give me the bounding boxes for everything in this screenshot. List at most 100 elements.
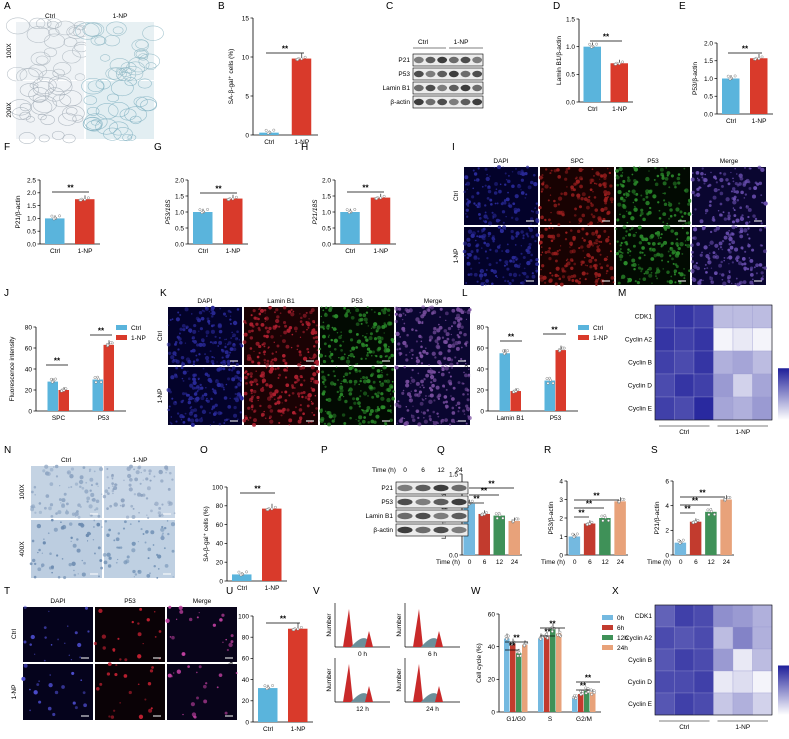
- data-point: [498, 513, 502, 517]
- cell: [362, 379, 368, 384]
- cell: [42, 541, 46, 545]
- cell: [726, 276, 730, 280]
- cell: [518, 274, 521, 277]
- cell: [92, 539, 95, 541]
- cell: [593, 174, 595, 177]
- cell: [320, 306, 323, 309]
- cell: [184, 342, 187, 344]
- band: [437, 98, 448, 106]
- cell: [145, 477, 149, 481]
- cell: [139, 607, 143, 611]
- cell: [683, 167, 686, 170]
- cell: [366, 347, 371, 351]
- cell: [462, 393, 465, 396]
- cell: [741, 214, 744, 217]
- cell: [278, 395, 283, 399]
- row-label: 100X: [19, 484, 26, 500]
- panel-letter-S: S: [651, 445, 658, 456]
- cell: [723, 257, 726, 259]
- cell: [107, 487, 110, 489]
- s-phase: [351, 693, 369, 702]
- cell: [495, 188, 498, 191]
- cell: [489, 198, 493, 202]
- cell: [421, 357, 423, 359]
- cell: [184, 392, 188, 395]
- cell: [360, 377, 362, 380]
- cell: [622, 198, 626, 203]
- cell: [210, 324, 214, 328]
- cell: [401, 326, 406, 331]
- x-tick-label: 0: [468, 559, 472, 566]
- cell: [68, 486, 70, 489]
- cell: [33, 485, 37, 489]
- cell: [273, 311, 276, 314]
- y-tick-label: 1.5: [566, 16, 575, 23]
- cell: [439, 316, 442, 319]
- cell: [429, 374, 435, 380]
- cell: [284, 361, 288, 365]
- cell: [333, 418, 336, 420]
- cell: [312, 372, 317, 377]
- heatmap-cell: [732, 396, 753, 421]
- cell: [565, 259, 568, 262]
- cell: [340, 331, 342, 333]
- cell: [649, 189, 653, 193]
- cell: [491, 282, 494, 286]
- cell: [153, 611, 156, 613]
- bar: [674, 542, 687, 555]
- cell: [586, 205, 590, 210]
- data-point: [733, 74, 737, 78]
- cell: [703, 182, 706, 185]
- cell: [625, 230, 628, 233]
- heatmap-cell: [732, 304, 753, 329]
- cell: [698, 279, 702, 283]
- cell: [505, 178, 508, 181]
- cell: [243, 371, 247, 375]
- cell: [522, 271, 527, 276]
- cell: [146, 514, 148, 516]
- cell: [674, 232, 676, 235]
- cell: [415, 409, 420, 414]
- cell: [705, 253, 710, 259]
- panel-letter-T: T: [4, 586, 10, 597]
- cell: [149, 572, 151, 575]
- cell: [179, 313, 182, 316]
- cell: [471, 195, 475, 199]
- cell: [485, 279, 489, 283]
- cell: [617, 190, 622, 195]
- cell: [182, 370, 187, 375]
- cell: [507, 191, 509, 194]
- cell: [751, 194, 757, 199]
- data-point: [198, 208, 202, 212]
- cell: [100, 493, 103, 495]
- cell: [224, 343, 227, 345]
- y-tick-label: 1.0: [704, 76, 713, 83]
- cell: [675, 251, 681, 256]
- cell: [718, 263, 723, 268]
- cell: [532, 173, 536, 177]
- cell: [204, 355, 210, 361]
- legend-swatch: [602, 615, 613, 620]
- cell: [167, 673, 172, 678]
- cell: [195, 354, 198, 357]
- heatmap-cell: [674, 626, 695, 650]
- cell: [691, 271, 694, 274]
- heatmap-cell: [674, 396, 695, 421]
- cell: [306, 328, 308, 331]
- data-point: [586, 523, 589, 526]
- cell: [256, 395, 260, 400]
- panel-letter-Q: Q: [437, 445, 445, 456]
- cell: [86, 500, 89, 503]
- data-point: [506, 349, 509, 353]
- cell: [42, 469, 46, 473]
- cell: [295, 381, 298, 384]
- cell: [536, 271, 538, 274]
- bar: [544, 380, 555, 411]
- cell: [117, 558, 119, 561]
- cell: [375, 328, 380, 333]
- cell: [133, 493, 137, 496]
- cell: [514, 194, 519, 199]
- cell: [175, 420, 178, 423]
- band: [472, 70, 483, 78]
- cell: [21, 676, 26, 681]
